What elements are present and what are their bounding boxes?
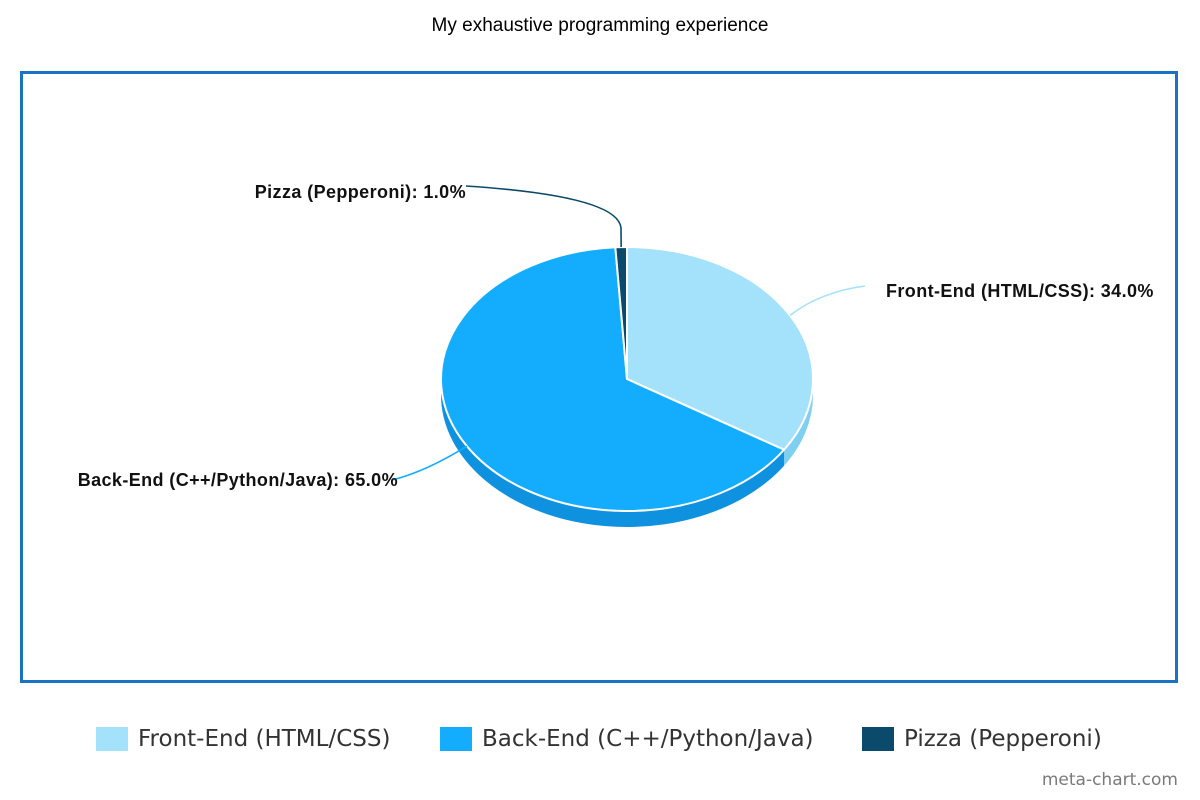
legend-label-back-end: Back-End (C++/Python/Java) <box>482 726 814 752</box>
pie-slice-back-end[interactable] <box>440 246 786 512</box>
legend-item-back-end[interactable]: Back-End (C++/Python/Java) <box>440 722 814 756</box>
legend-swatch-back-end <box>440 727 472 751</box>
plot-frame <box>20 71 1178 683</box>
legend-item-pizza[interactable]: Pizza (Pepperoni) <box>862 722 1102 756</box>
slice-label-front-end: Front-End (HTML/CSS): 34.0% <box>886 281 1154 301</box>
chart-title: My exhaustive programming experience <box>431 15 769 36</box>
legend-item-front-end[interactable]: Front-End (HTML/CSS) <box>96 722 390 756</box>
leader-line-front-end <box>789 285 866 317</box>
leader-line-back-end <box>391 445 468 481</box>
pie-top-layer <box>440 245 814 512</box>
pie-side-layer <box>441 379 813 528</box>
slice-labels: Front-End (HTML/CSS): 34.0% Back-End (C++… <box>78 182 1154 490</box>
legend-swatch-front-end <box>96 727 128 751</box>
watermark: meta-chart.com <box>1041 770 1178 790</box>
pie-side-0 <box>784 379 813 466</box>
leader-lines <box>391 185 866 481</box>
legend-swatch-pizza <box>862 727 894 751</box>
slice-label-pizza: Pizza (Pepperoni): 1.0% <box>255 182 466 202</box>
legend-label-pizza: Pizza (Pepperoni) <box>904 726 1102 752</box>
leader-line-pizza <box>465 185 622 248</box>
slice-label-back-end: Back-End (C++/Python/Java): 65.0% <box>78 470 398 490</box>
legend-label-front-end: Front-End (HTML/CSS) <box>138 726 391 752</box>
legend: Front-End (HTML/CSS) Back-End (C++/Pytho… <box>0 722 1200 756</box>
